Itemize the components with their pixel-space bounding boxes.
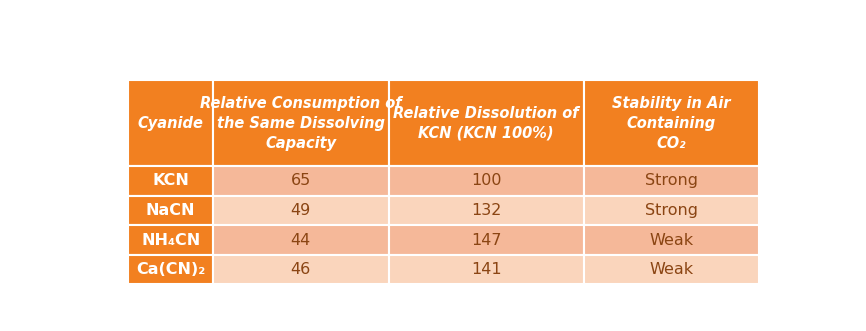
Text: Strong: Strong [645,203,698,218]
Text: Relative Consumption of
the Same Dissolving
Capacity: Relative Consumption of the Same Dissolv… [200,96,402,151]
Bar [128,225,213,255]
Bar [213,196,389,225]
Bar [128,80,213,166]
Text: NH₄CN: NH₄CN [141,233,200,248]
Bar [128,166,213,196]
Text: 141: 141 [471,262,501,277]
Text: 46: 46 [291,262,311,277]
Bar [389,196,584,225]
Text: KCN: KCN [152,173,189,188]
Bar [584,166,759,196]
Text: NaCN: NaCN [145,203,196,218]
Bar [213,255,389,284]
Text: Cyanide: Cyanide [138,116,204,131]
Text: 44: 44 [291,233,311,248]
Text: 65: 65 [291,173,311,188]
Bar [584,255,759,284]
Bar [389,80,584,166]
Text: Strong: Strong [645,173,698,188]
Text: 49: 49 [291,203,311,218]
Bar [389,255,584,284]
Text: Weak: Weak [650,262,694,277]
Text: 100: 100 [471,173,501,188]
Text: Relative Dissolution of
KCN (KCN 100%): Relative Dissolution of KCN (KCN 100%) [393,106,578,141]
Text: 147: 147 [471,233,501,248]
Bar [213,225,389,255]
Bar [584,225,759,255]
Bar [128,255,213,284]
Bar [213,166,389,196]
Bar [389,225,584,255]
Text: Ca(CN)₂: Ca(CN)₂ [136,262,205,277]
Bar [213,80,389,166]
Bar [389,166,584,196]
Text: Stability in Air
Containing
CO₂: Stability in Air Containing CO₂ [612,96,731,151]
Bar [128,196,213,225]
Bar [584,80,759,166]
Text: 132: 132 [471,203,501,218]
Bar [584,196,759,225]
Text: Weak: Weak [650,233,694,248]
